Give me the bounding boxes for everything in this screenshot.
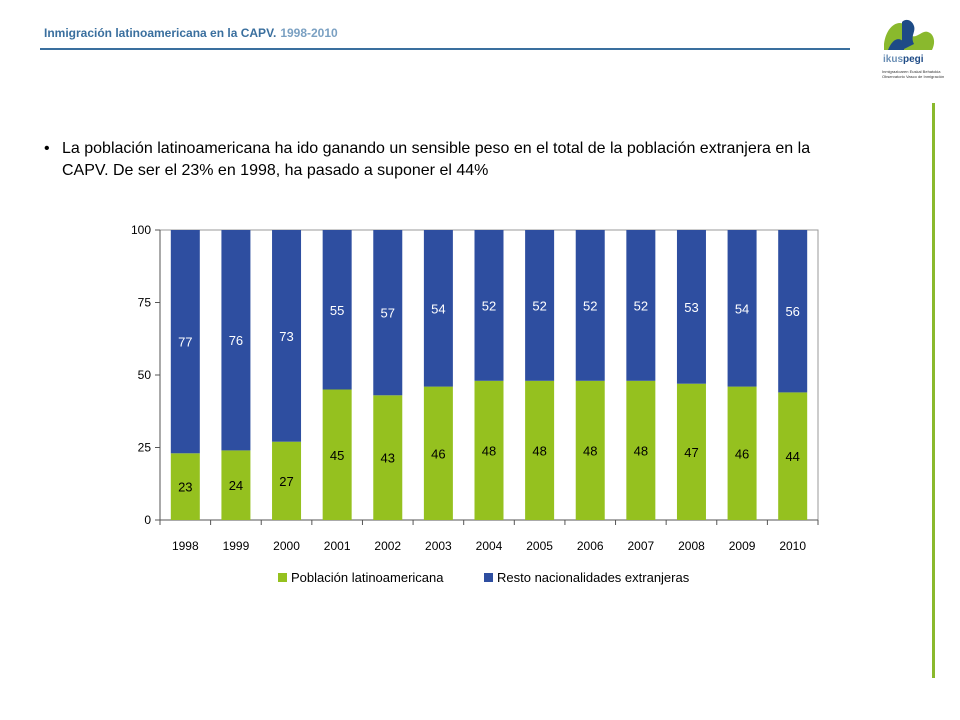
legend-label-resto: Resto nacionalidades extranjeras bbox=[497, 570, 690, 585]
data-label-latinoamericana: 48 bbox=[583, 443, 597, 458]
bar-latinoamericana bbox=[525, 380, 555, 520]
bar-latinoamericana bbox=[322, 389, 352, 520]
bar-latinoamericana bbox=[423, 386, 453, 520]
data-label-resto: 52 bbox=[482, 298, 496, 313]
y-tick-label: 0 bbox=[144, 513, 151, 527]
x-tick-label: 2006 bbox=[577, 539, 604, 553]
logo-tagline: Inmigrazioaren Euskal Behatokia Observat… bbox=[882, 69, 945, 79]
x-tick-label: 2008 bbox=[678, 539, 705, 553]
data-label-latinoamericana: 48 bbox=[532, 443, 546, 458]
x-tick-label: 2009 bbox=[729, 539, 756, 553]
data-label-resto: 56 bbox=[785, 304, 799, 319]
bar-resto bbox=[474, 230, 504, 381]
data-label-latinoamericana: 45 bbox=[330, 448, 344, 463]
x-tick-label: 2005 bbox=[526, 539, 553, 553]
page-title-text: Inmigración latinoamericana en la CAPV. bbox=[44, 26, 277, 40]
data-label-resto: 77 bbox=[178, 335, 192, 350]
bar-resto bbox=[676, 230, 706, 384]
bar-latinoamericana bbox=[170, 453, 200, 520]
bar-resto bbox=[575, 230, 605, 381]
bullet-text: La población latinoamericana ha ido gana… bbox=[62, 140, 811, 179]
x-tick-label: 2000 bbox=[273, 539, 300, 553]
data-label-latinoamericana: 44 bbox=[785, 449, 799, 464]
bar-latinoamericana bbox=[272, 441, 302, 520]
ikuspegi-logo-icon bbox=[884, 19, 935, 50]
x-tick-label: 2004 bbox=[476, 539, 503, 553]
header-divider bbox=[40, 48, 850, 50]
bar-resto bbox=[727, 230, 757, 387]
logo-wordmark: ikuspegi bbox=[883, 54, 924, 65]
data-label-resto: 52 bbox=[634, 298, 648, 313]
data-label-latinoamericana: 27 bbox=[279, 474, 293, 489]
data-label-resto: 57 bbox=[381, 306, 395, 321]
x-tick-label: 2003 bbox=[425, 539, 452, 553]
data-label-resto: 55 bbox=[330, 303, 344, 318]
data-label-latinoamericana: 43 bbox=[381, 451, 395, 466]
bar-resto bbox=[170, 230, 200, 454]
bar-resto bbox=[373, 230, 403, 396]
side-divider bbox=[932, 103, 935, 678]
data-label-resto: 52 bbox=[532, 298, 546, 313]
bar-resto bbox=[221, 230, 251, 451]
legend-swatch-resto bbox=[484, 573, 493, 582]
y-tick-label: 50 bbox=[138, 368, 152, 382]
data-label-latinoamericana: 48 bbox=[482, 443, 496, 458]
y-tick-label: 100 bbox=[131, 223, 151, 237]
data-label-resto: 76 bbox=[229, 333, 243, 348]
x-tick-label: 2002 bbox=[374, 539, 401, 553]
bar-latinoamericana bbox=[778, 392, 808, 520]
bar-resto bbox=[778, 230, 808, 393]
bar-resto bbox=[272, 230, 302, 442]
data-label-latinoamericana: 46 bbox=[431, 446, 445, 461]
bar-latinoamericana bbox=[373, 395, 403, 520]
page-title-years: 1998-2010 bbox=[280, 26, 338, 40]
x-tick-label: 2010 bbox=[779, 539, 806, 553]
bar-latinoamericana bbox=[626, 380, 656, 520]
x-tick-label: 2007 bbox=[627, 539, 654, 553]
bar-latinoamericana bbox=[575, 380, 605, 520]
bar-latinoamericana bbox=[474, 380, 504, 520]
bar-resto bbox=[322, 230, 352, 390]
legend-swatch-latinoamericana bbox=[278, 573, 287, 582]
page-title: Inmigración latinoamericana en la CAPV. 1… bbox=[44, 26, 338, 40]
data-label-resto: 54 bbox=[735, 301, 749, 316]
bar-latinoamericana bbox=[221, 450, 251, 520]
data-label-resto: 53 bbox=[684, 300, 698, 315]
data-label-latinoamericana: 23 bbox=[178, 480, 192, 495]
bar-resto bbox=[423, 230, 453, 387]
bar-latinoamericana bbox=[676, 383, 706, 520]
y-tick-label: 75 bbox=[138, 296, 152, 310]
bar-resto bbox=[626, 230, 656, 381]
data-label-latinoamericana: 24 bbox=[229, 478, 243, 493]
x-tick-label: 2001 bbox=[324, 539, 351, 553]
data-label-resto: 73 bbox=[279, 329, 293, 344]
x-tick-label: 1999 bbox=[223, 539, 250, 553]
data-label-resto: 54 bbox=[431, 301, 445, 316]
legend-label-latinoamericana: Población latinoamericana bbox=[291, 570, 444, 585]
data-label-latinoamericana: 48 bbox=[634, 443, 648, 458]
data-label-latinoamericana: 46 bbox=[735, 446, 749, 461]
x-tick-label: 1998 bbox=[172, 539, 199, 553]
data-label-latinoamericana: 47 bbox=[684, 445, 698, 460]
data-label-resto: 52 bbox=[583, 298, 597, 313]
bar-resto bbox=[525, 230, 555, 381]
bullet-marker: • bbox=[44, 140, 50, 157]
y-tick-label: 25 bbox=[138, 441, 152, 455]
bar-latinoamericana bbox=[727, 386, 757, 520]
